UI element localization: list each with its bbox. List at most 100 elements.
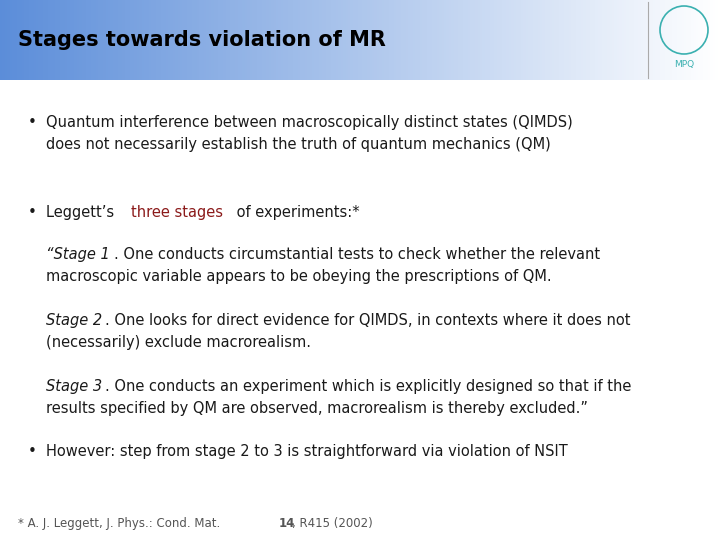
Bar xyxy=(315,0,317,80)
Bar xyxy=(310,0,312,80)
Text: * A. J. Leggett, J. Phys.: Cond. Mat.: * A. J. Leggett, J. Phys.: Cond. Mat. xyxy=(18,517,224,530)
Text: three stages: three stages xyxy=(130,205,222,220)
Text: Stage 2: Stage 2 xyxy=(46,313,102,328)
Bar xyxy=(451,0,454,80)
Text: Quantum interference between macroscopically distinct states (QIMDS): Quantum interference between macroscopic… xyxy=(46,115,572,130)
Bar xyxy=(641,0,643,80)
Text: of experiments:*: of experiments:* xyxy=(232,205,360,220)
Bar xyxy=(324,0,326,80)
Bar xyxy=(670,0,672,80)
Bar xyxy=(533,0,535,80)
Bar xyxy=(540,0,542,80)
Bar xyxy=(103,0,106,80)
Bar xyxy=(58,0,60,80)
Bar xyxy=(509,0,511,80)
Bar xyxy=(266,0,269,80)
Bar xyxy=(173,0,175,80)
Bar xyxy=(207,0,209,80)
Bar xyxy=(552,0,554,80)
Bar xyxy=(379,0,382,80)
Bar xyxy=(228,0,230,80)
Bar xyxy=(297,0,300,80)
Bar xyxy=(677,0,679,80)
Bar xyxy=(125,0,127,80)
Bar xyxy=(490,0,492,80)
Bar xyxy=(655,0,657,80)
Text: MPQ: MPQ xyxy=(674,60,694,69)
Text: •: • xyxy=(28,205,37,220)
Bar xyxy=(650,0,653,80)
Bar xyxy=(14,0,17,80)
Bar xyxy=(31,0,34,80)
Text: . One conducts circumstantial tests to check whether the relevant: . One conducts circumstantial tests to c… xyxy=(114,247,600,262)
Bar xyxy=(434,0,437,80)
Bar xyxy=(567,0,569,80)
Bar xyxy=(492,0,495,80)
Bar xyxy=(588,0,590,80)
Bar xyxy=(562,0,564,80)
Bar xyxy=(619,0,621,80)
Bar xyxy=(22,0,24,80)
Bar xyxy=(45,0,48,80)
Bar xyxy=(470,0,473,80)
Bar xyxy=(319,0,322,80)
Bar xyxy=(235,0,238,80)
Bar xyxy=(401,0,403,80)
Bar xyxy=(127,0,130,80)
Bar xyxy=(245,0,247,80)
Bar xyxy=(526,0,528,80)
Bar xyxy=(300,0,302,80)
Bar xyxy=(144,0,146,80)
Bar xyxy=(621,0,624,80)
Text: Stages towards violation of MR: Stages towards violation of MR xyxy=(18,30,386,50)
Bar xyxy=(423,0,425,80)
Bar xyxy=(70,0,72,80)
Bar xyxy=(2,0,5,80)
Bar xyxy=(89,0,91,80)
Bar xyxy=(394,0,396,80)
Bar xyxy=(595,0,598,80)
Bar xyxy=(454,0,456,80)
Bar xyxy=(204,0,207,80)
Bar xyxy=(387,0,389,80)
Bar xyxy=(559,0,562,80)
Bar xyxy=(312,0,315,80)
Bar xyxy=(130,0,132,80)
Bar xyxy=(79,0,81,80)
Bar xyxy=(456,0,459,80)
Bar xyxy=(185,0,187,80)
Bar xyxy=(603,0,605,80)
Bar xyxy=(322,0,324,80)
Bar xyxy=(418,0,420,80)
Bar xyxy=(305,0,307,80)
Bar xyxy=(96,0,99,80)
Bar xyxy=(636,0,639,80)
Bar xyxy=(598,0,600,80)
Bar xyxy=(187,0,189,80)
Bar xyxy=(547,0,549,80)
Bar xyxy=(218,0,221,80)
Bar xyxy=(626,0,629,80)
Bar xyxy=(274,0,276,80)
Bar xyxy=(279,0,281,80)
Text: •: • xyxy=(28,444,37,459)
Bar xyxy=(27,0,29,80)
Bar xyxy=(91,0,94,80)
Bar xyxy=(477,0,480,80)
Bar xyxy=(396,0,398,80)
Text: . One conducts an experiment which is explicitly designed so that if the: . One conducts an experiment which is ex… xyxy=(105,379,631,394)
Bar xyxy=(365,0,367,80)
Bar xyxy=(252,0,254,80)
Bar xyxy=(403,0,405,80)
Text: However: step from stage 2 to 3 is straightforward via violation of NSIT: However: step from stage 2 to 3 is strai… xyxy=(46,444,568,459)
Bar xyxy=(511,0,513,80)
Bar xyxy=(137,0,139,80)
Bar xyxy=(38,0,41,80)
Bar xyxy=(518,0,521,80)
Bar xyxy=(250,0,252,80)
Bar xyxy=(331,0,333,80)
Text: Stage 3: Stage 3 xyxy=(46,379,102,394)
Bar xyxy=(679,0,682,80)
Bar xyxy=(346,0,348,80)
Bar xyxy=(521,0,523,80)
